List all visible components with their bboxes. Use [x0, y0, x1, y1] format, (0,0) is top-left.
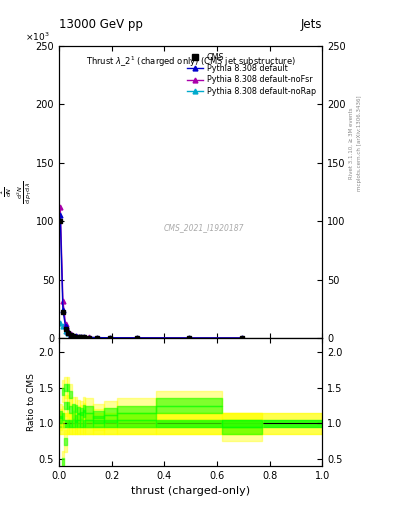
CMS	[108, 335, 113, 341]
Pythia 8.308 default-noFsr	[95, 334, 99, 340]
Pythia 8.308 default-noRap	[74, 333, 79, 339]
CMS	[187, 335, 192, 341]
CMS	[79, 334, 84, 340]
Line: Pythia 8.308 default-noRap: Pythia 8.308 default-noRap	[58, 321, 244, 340]
CMS	[74, 333, 79, 339]
CMS	[58, 218, 62, 224]
Pythia 8.308 default-noRap	[76, 334, 81, 340]
CMS	[61, 309, 65, 315]
Pythia 8.308 default-noRap	[95, 335, 99, 341]
Pythia 8.308 default	[240, 335, 244, 341]
CMS	[134, 335, 139, 341]
Pythia 8.308 default	[66, 329, 70, 335]
Pythia 8.308 default	[74, 333, 79, 339]
Pythia 8.308 default-noFsr	[63, 321, 68, 327]
Pythia 8.308 default	[95, 334, 99, 340]
Pythia 8.308 default-noRap	[63, 328, 68, 334]
Line: CMS: CMS	[58, 219, 244, 340]
Legend: CMS, Pythia 8.308 default, Pythia 8.308 default-noFsr, Pythia 8.308 default-noRa: CMS, Pythia 8.308 default, Pythia 8.308 …	[184, 50, 318, 98]
Pythia 8.308 default-noRap	[66, 330, 70, 336]
Pythia 8.308 default	[71, 333, 76, 339]
Pythia 8.308 default	[187, 335, 192, 341]
Pythia 8.308 default-noRap	[134, 335, 139, 341]
Pythia 8.308 default-noRap	[79, 334, 84, 340]
Pythia 8.308 default	[134, 335, 139, 341]
Text: mcplots.cern.ch [arXiv:1306.3436]: mcplots.cern.ch [arXiv:1306.3436]	[357, 96, 362, 191]
Pythia 8.308 default	[82, 334, 86, 340]
Pythia 8.308 default-noFsr	[79, 334, 84, 340]
CMS	[71, 333, 76, 339]
Pythia 8.308 default-noRap	[108, 335, 113, 341]
Pythia 8.308 default-noRap	[82, 334, 86, 340]
Pythia 8.308 default	[87, 334, 92, 340]
Pythia 8.308 default	[58, 212, 62, 219]
CMS	[63, 326, 68, 332]
Bar	[59, 413, 322, 434]
Text: Jets: Jets	[301, 18, 322, 31]
CMS	[240, 335, 244, 341]
CMS	[76, 334, 81, 340]
Pythia 8.308 default-noFsr	[76, 333, 81, 339]
Pythia 8.308 default	[108, 335, 113, 341]
Pythia 8.308 default-noRap	[240, 335, 244, 341]
CMS	[82, 334, 86, 340]
Text: 13000 GeV pp: 13000 GeV pp	[59, 18, 143, 31]
Text: CMS_2021_I1920187: CMS_2021_I1920187	[163, 223, 244, 231]
Pythia 8.308 default-noFsr	[82, 334, 86, 340]
Line: Pythia 8.308 default: Pythia 8.308 default	[58, 213, 244, 340]
Pythia 8.308 default	[76, 334, 81, 340]
Pythia 8.308 default-noFsr	[68, 331, 73, 337]
Pythia 8.308 default-noRap	[68, 332, 73, 338]
Pythia 8.308 default	[61, 307, 65, 313]
Bar	[59, 420, 322, 427]
Pythia 8.308 default	[79, 334, 84, 340]
Y-axis label: $\frac{1}{\mathrm{d}N}$
$\frac{\mathrm{d}^2 N}{\mathrm{d}\,p_{\mathrm{T}}\,\math: $\frac{1}{\mathrm{d}N}$ $\frac{\mathrm{d…	[0, 180, 34, 204]
Pythia 8.308 default-noRap	[187, 335, 192, 341]
Pythia 8.308 default-noFsr	[61, 297, 65, 304]
Pythia 8.308 default-noFsr	[134, 335, 139, 341]
Line: Pythia 8.308 default-noFsr: Pythia 8.308 default-noFsr	[58, 205, 244, 340]
Pythia 8.308 default-noFsr	[240, 335, 244, 341]
CMS	[68, 332, 73, 338]
Pythia 8.308 default	[68, 332, 73, 338]
CMS	[95, 335, 99, 341]
Pythia 8.308 default-noFsr	[71, 332, 76, 338]
Y-axis label: Ratio to CMS: Ratio to CMS	[27, 373, 36, 431]
Pythia 8.308 default-noRap	[61, 324, 65, 330]
Pythia 8.308 default-noRap	[58, 320, 62, 326]
Pythia 8.308 default-noFsr	[58, 204, 62, 210]
Text: Thrust $\lambda\_2^1$ (charged only) (CMS jet substructure): Thrust $\lambda\_2^1$ (charged only) (CM…	[86, 55, 296, 69]
Pythia 8.308 default-noFsr	[87, 334, 92, 340]
CMS	[87, 334, 92, 340]
Pythia 8.308 default-noRap	[71, 333, 76, 339]
Text: Rivet 3.1.10, ≥ 3M events: Rivet 3.1.10, ≥ 3M events	[349, 108, 354, 179]
Pythia 8.308 default-noFsr	[108, 335, 113, 341]
Pythia 8.308 default	[63, 324, 68, 330]
CMS	[66, 330, 70, 336]
Pythia 8.308 default-noFsr	[187, 335, 192, 341]
Pythia 8.308 default-noRap	[87, 334, 92, 340]
Pythia 8.308 default-noFsr	[74, 333, 79, 339]
Text: $\times10^3$: $\times10^3$	[25, 31, 49, 43]
Pythia 8.308 default-noFsr	[66, 328, 70, 334]
X-axis label: thrust (charged-only): thrust (charged-only)	[131, 486, 250, 496]
